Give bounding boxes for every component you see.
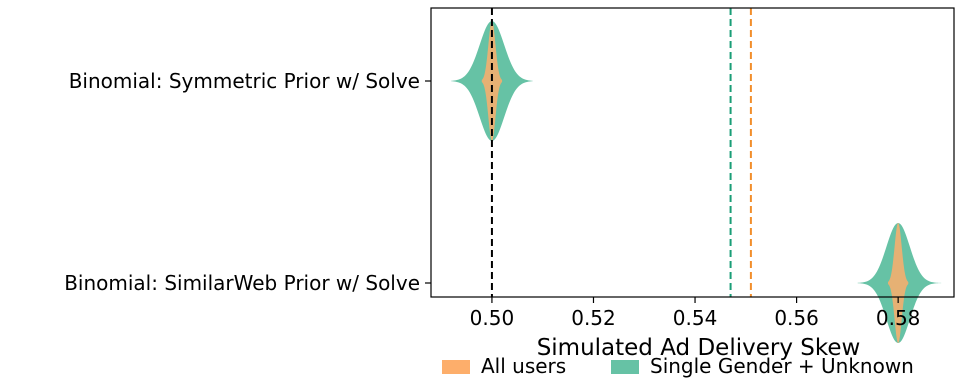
reference-lines bbox=[490, 8, 752, 297]
x-axis-label: Simulated Ad Delivery Skew bbox=[537, 335, 861, 361]
legend-swatch bbox=[442, 360, 470, 374]
x-tick-label: 0.54 bbox=[673, 306, 718, 330]
legend: All users Single Gender + Unknown bbox=[442, 354, 914, 378]
x-tick-label: 0.56 bbox=[774, 306, 819, 330]
legend-label: Single Gender + Unknown bbox=[650, 354, 914, 378]
y-axis-ticks: Binomial: Symmetric Prior w/ Solve Binomi… bbox=[64, 69, 431, 295]
legend-swatch bbox=[611, 360, 639, 374]
violin-layer bbox=[451, 21, 944, 343]
x-tick-label: 0.52 bbox=[571, 306, 616, 330]
legend-label: All users bbox=[481, 354, 566, 378]
x-tick-label: 0.58 bbox=[876, 306, 921, 330]
y-category-label: Binomial: Symmetric Prior w/ Solve bbox=[69, 69, 420, 93]
y-category-label: Binomial: SimilarWeb Prior w/ Solve bbox=[64, 271, 420, 295]
violin-all-users-1 bbox=[887, 223, 909, 343]
x-tick-label: 0.50 bbox=[470, 306, 515, 330]
x-axis-ticks: 0.50 0.52 0.54 0.56 0.58 bbox=[470, 297, 921, 330]
plot-frame bbox=[430, 7, 955, 298]
